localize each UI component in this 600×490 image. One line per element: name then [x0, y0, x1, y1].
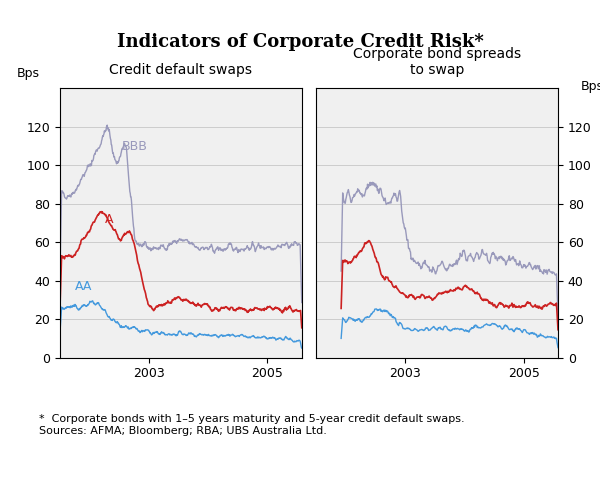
Text: A: A: [104, 213, 113, 226]
Text: Corporate bond spreads
to swap: Corporate bond spreads to swap: [353, 47, 521, 77]
Text: BBB: BBB: [122, 140, 148, 153]
Y-axis label: Bps: Bps: [580, 80, 600, 93]
Y-axis label: Bps: Bps: [17, 67, 40, 80]
Text: Indicators of Corporate Credit Risk*: Indicators of Corporate Credit Risk*: [116, 33, 484, 51]
Text: Credit default swaps: Credit default swaps: [109, 63, 253, 77]
Text: *  Corporate bonds with 1–5 years maturity and 5-year credit default swaps.
Sour: * Corporate bonds with 1–5 years maturit…: [39, 414, 464, 436]
Text: AA: AA: [75, 280, 92, 294]
